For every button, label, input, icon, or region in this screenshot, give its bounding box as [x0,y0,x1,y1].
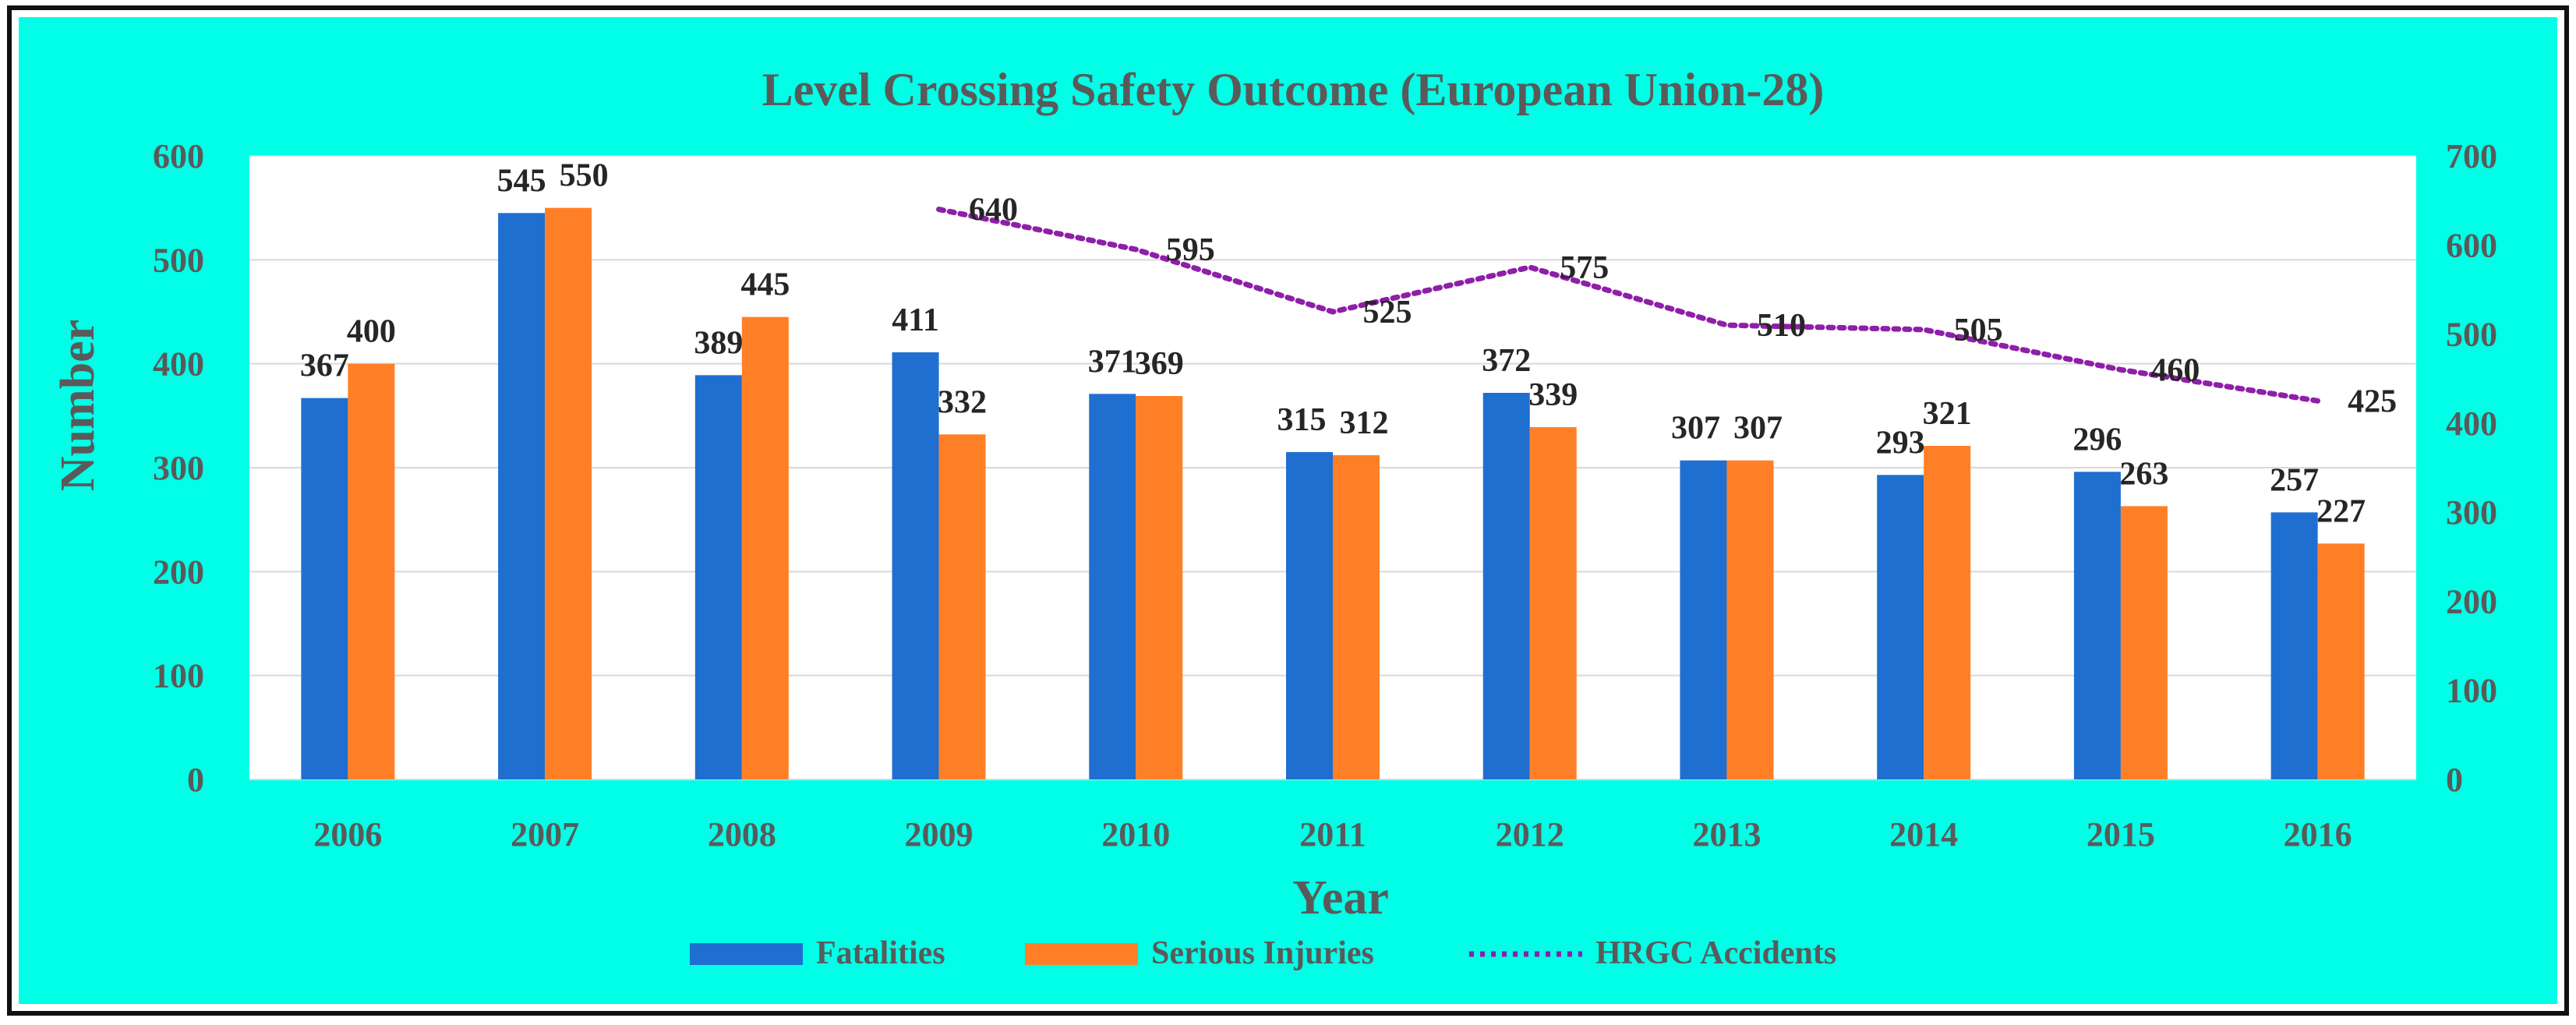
y-tick-label: 200 [153,553,204,591]
y2-tick-label: 700 [2446,137,2497,175]
data-label-hrgc-accidents: 640 [969,193,1018,228]
x-tick-label: 2007 [511,815,579,854]
data-label-serious-injuries: 312 [1340,405,1389,441]
bar-serious-injuries [938,434,986,779]
data-label-fatalities: 411 [892,302,939,338]
legend: Fatalities Serious Injuries HRGC Acciden… [690,935,1836,971]
y-tick-label: 100 [153,657,204,695]
data-label-serious-injuries: 321 [1923,396,1972,432]
y-tick-label: 600 [153,137,204,175]
data-label-serious-injuries: 307 [1733,411,1783,447]
y-tick-label: 300 [153,449,204,487]
y2-tick-label: 100 [2446,672,2497,710]
bar-serious-injuries [1726,460,1774,779]
y-tick-label: 0 [187,761,204,799]
y-tick-label: 400 [153,345,204,383]
data-label-hrgc-accidents: 595 [1166,232,1215,268]
data-label-hrgc-accidents: 575 [1560,250,1609,286]
x-tick-label: 2010 [1101,815,1170,854]
data-label-fatalities: 293 [1876,425,1925,461]
bar-fatalities [2073,472,2121,779]
data-label-fatalities: 367 [300,348,349,384]
y-tick-label: 500 [153,241,204,279]
data-label-hrgc-accidents: 505 [1954,313,2003,348]
data-label-hrgc-accidents: 510 [1757,308,1806,344]
bar-fatalities [1089,394,1136,779]
data-label-hrgc-accidents: 425 [2348,383,2397,419]
data-label-fatalities: 372 [1482,343,1531,379]
data-label-fatalities: 307 [1671,411,1720,447]
bars-group [301,207,2365,780]
x-tick-label: 2009 [905,815,974,854]
x-tick-label: 2014 [1889,815,1958,854]
chart-frame [7,5,2569,1016]
legend-label-fatalities: Fatalities [816,935,945,971]
bar-fatalities [1877,475,1924,779]
bar-serious-injuries [1333,455,1380,779]
bar-fatalities [1286,452,1333,779]
data-label-hrgc-accidents: 460 [2150,352,2200,388]
y2-tick-label: 400 [2446,405,2497,443]
data-label-serious-injuries: 263 [2119,456,2168,492]
data-label-fatalities: 545 [497,163,546,199]
bar-serious-injuries [1136,396,1183,779]
x-tick-label: 2006 [313,815,382,854]
bar-serious-injuries [1924,446,1971,779]
x-tick-label: 2015 [2087,815,2155,854]
bar-fatalities [1680,460,1727,779]
bar-fatalities [892,352,939,779]
data-label-serious-injuries: 332 [938,384,987,420]
bar-fatalities [498,213,546,779]
data-label-serious-injuries: 227 [2316,493,2366,529]
x-tick-label: 2008 [708,815,776,854]
y2-tick-label: 600 [2446,226,2497,264]
y2-tick-label: 300 [2446,493,2497,532]
data-label-serious-injuries: 445 [740,267,790,303]
data-label-fatalities: 315 [1277,402,1327,438]
x-tick-label: 2013 [1692,815,1761,854]
x-tick-label: 2016 [2284,815,2352,854]
legend-label-serious-injuries: Serious Injuries [1151,935,1374,971]
data-label-fatalities: 389 [694,325,743,361]
data-label-fatalities: 296 [2072,422,2122,458]
bar-fatalities [2270,512,2318,779]
legend-swatch-fatalities [690,943,803,965]
bar-serious-injuries [545,207,592,780]
data-label-serious-injuries: 550 [560,158,609,194]
data-label-serious-injuries: 400 [347,314,396,350]
line-group [936,207,2321,404]
bar-fatalities [1482,393,1530,779]
bar-serious-injuries [1529,427,1577,779]
legend-label-hrgc-accidents: HRGC Accidents [1595,935,1836,971]
data-label-fatalities: 371 [1088,344,1137,380]
bar-serious-injuries [2317,543,2365,779]
bar-serious-injuries [741,316,789,780]
bar-fatalities [694,375,742,779]
data-label-fatalities: 257 [2270,462,2319,498]
chart-title: Level Crossing Safety Outcome (European … [762,64,1825,115]
x-axis-label: Year [1292,871,1389,924]
axes: 0 100 200 300 400 500 600 0 100 200 300 400 500 600 70… [153,137,2497,854]
x-tick-label: 2012 [1496,815,1564,854]
data-label-serious-injuries: 369 [1135,346,1184,382]
x-tick-label: 2011 [1299,815,1366,854]
y2-tick-label: 0 [2446,761,2463,799]
bar-serious-injuries [348,363,395,780]
bar-fatalities [301,398,348,779]
y2-tick-label: 500 [2446,316,2497,354]
bar-serious-injuries [2120,506,2168,779]
y2-tick-label: 200 [2446,582,2497,620]
data-label-hrgc-accidents: 525 [1363,295,1412,330]
y-axis-label: Number [51,320,104,491]
line-hrgc-accidents [936,207,2321,404]
legend-swatch-serious-injuries [1025,943,1138,965]
data-label-serious-injuries: 339 [1528,377,1578,413]
